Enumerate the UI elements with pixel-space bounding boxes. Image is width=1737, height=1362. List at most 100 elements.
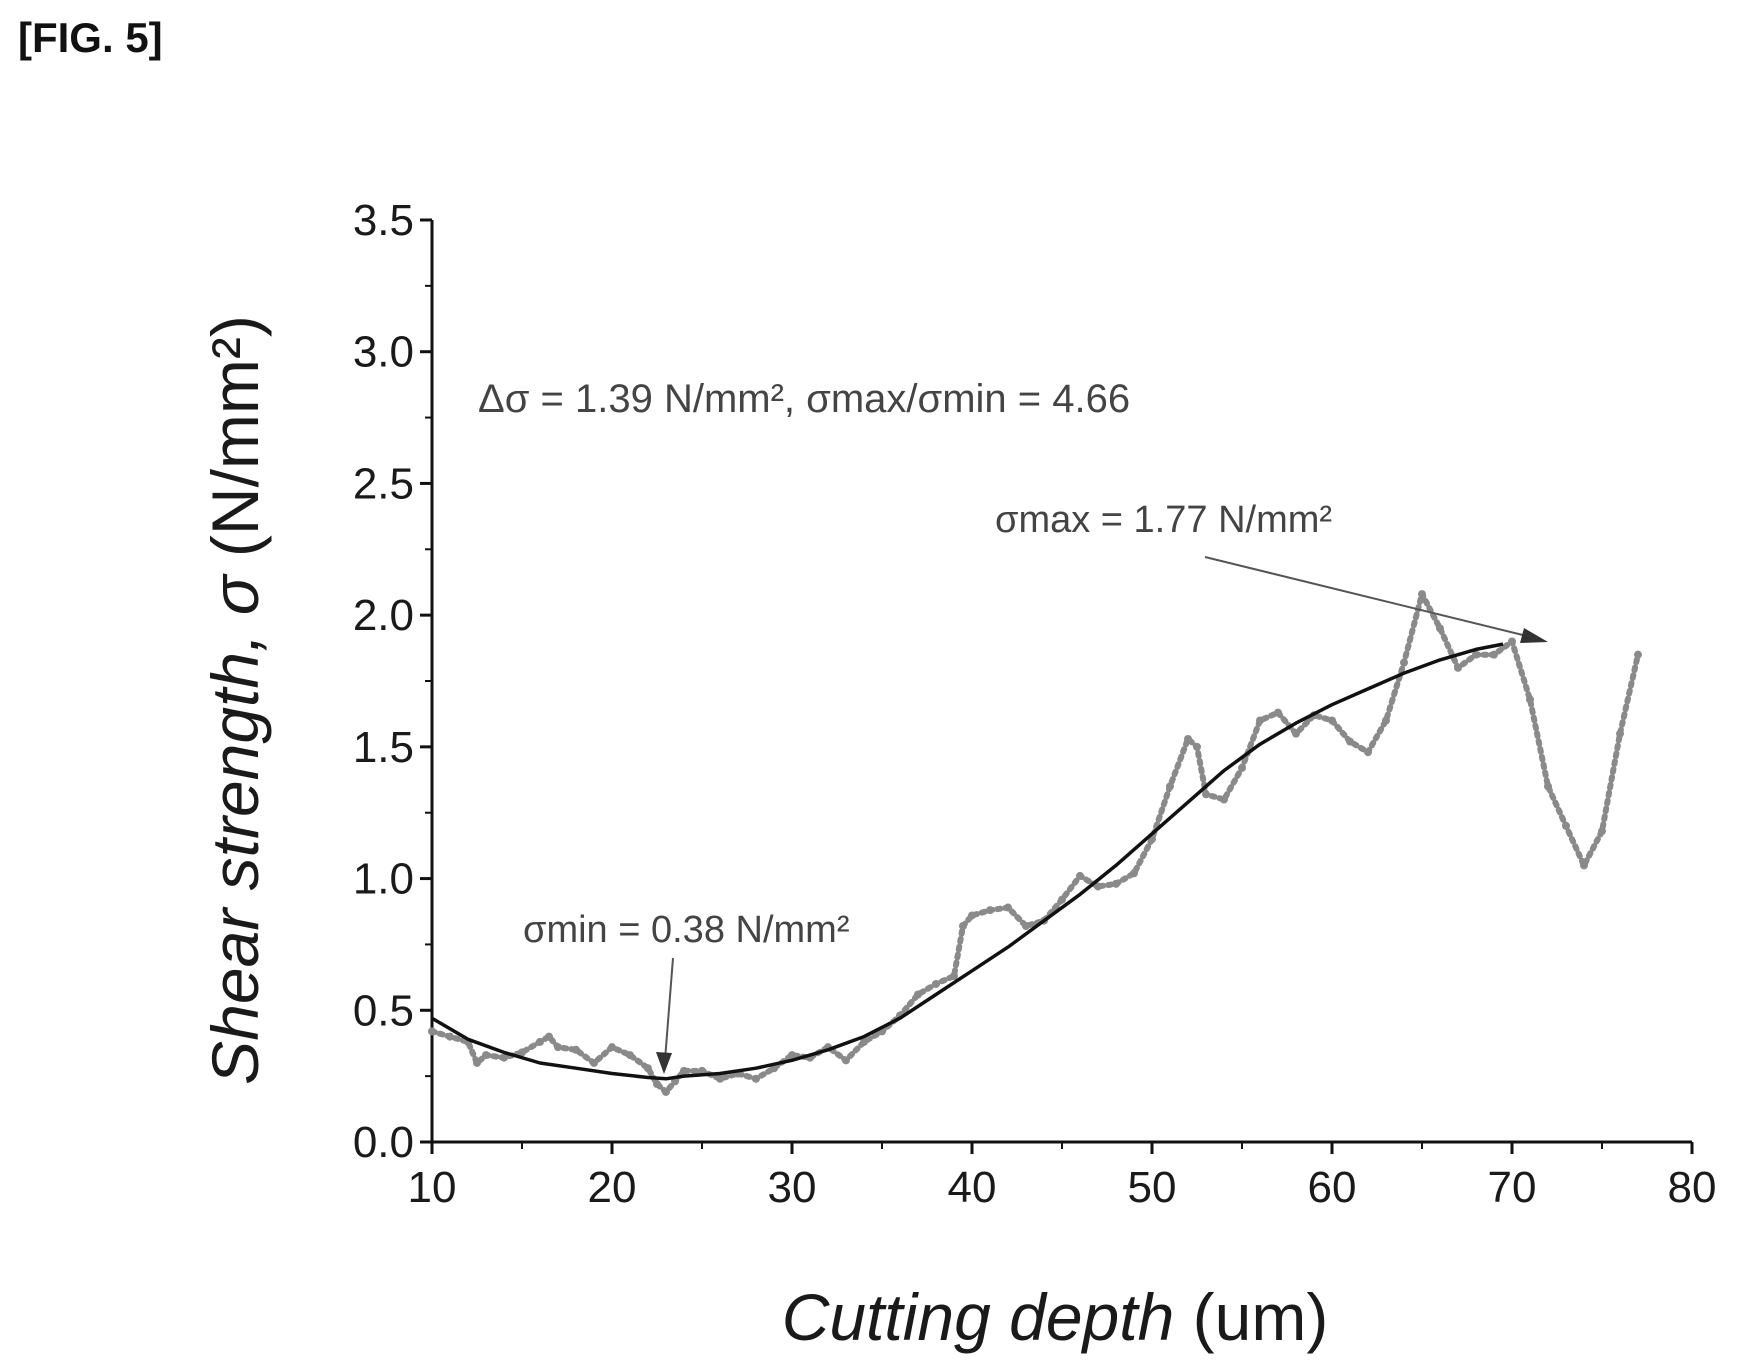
x-tick-label: 70 [1488,1163,1537,1212]
x-tick-label: 10 [408,1163,457,1212]
measured-data-point [1346,737,1354,746]
y-axis-label-unit: (N/mm²) [198,315,272,557]
measured-data-point [1562,821,1570,830]
measured-data-point [545,1032,553,1041]
sigma-min-annotation: σmin = 0.38 N/mm² [523,909,849,951]
measured-data-point [950,972,958,981]
y-tick-label: 3.0 [353,328,414,377]
measured-data-point [500,1053,508,1062]
measured-data-point [1274,708,1282,717]
tick-labels: 10 20 30 40 50 60 70 80 0.0 0.5 1.0 1.5 2.0 2.5 3.0 3.5 [353,196,1717,1212]
x-tick-label: 30 [768,1163,817,1212]
measured-data-point [1508,637,1516,646]
measured-data-point [1544,782,1552,791]
measured-data-point [1193,742,1201,751]
measured-data-point [653,1080,661,1089]
y-tick-label: 0.0 [353,1118,414,1167]
measured-data-point [1238,763,1246,772]
sigma-max-annotation: σmax = 1.77 N/mm² [995,499,1332,541]
measured-data-point [626,1051,634,1060]
measured-data-point [1382,716,1390,725]
measured-data-point [680,1066,688,1075]
y-tick-label: 2.0 [353,591,414,640]
measured-data-point [1400,658,1408,667]
sigma-max-arrow-line [1204,556,1536,639]
fitted-curve-line [431,642,1504,1081]
measured-data-point [1616,729,1624,738]
sigma-min-arrow-line [664,957,674,1061]
measured-data-point [959,921,967,930]
measured-data-point [428,1027,436,1036]
measured-data-point [986,906,994,915]
measured-data-point [1076,871,1084,880]
y-tick-label: 1.0 [353,855,414,904]
annotations [656,556,1548,1074]
y-axis-label-italic: Shear strength, σ [198,573,272,1085]
measured-data-point [482,1051,490,1060]
measured-data-point [968,911,976,920]
measured-data-point [698,1066,706,1075]
measured-data-point [1022,921,1030,930]
x-tick-label: 50 [1128,1163,1177,1212]
sigma-max-arrowhead [1520,628,1548,643]
y-tick-label: 1.5 [353,723,414,772]
x-axis-label-unit: (um) [1193,1280,1329,1354]
tick-marks [420,218,1694,1154]
x-tick-label: 40 [948,1163,997,1212]
measured-data-point [914,990,922,999]
measured-data-point [536,1037,544,1046]
measured-data-point [1328,716,1336,725]
measured-data-point [590,1058,598,1067]
measured-data-point [932,979,940,988]
series-layer [428,590,1642,1096]
x-tick-label: 60 [1308,1163,1357,1212]
y-tick-label: 2.5 [353,459,414,508]
measured-data-point [1094,882,1102,891]
measured-data-point [1418,590,1426,599]
measured-data-point [518,1048,526,1057]
y-tick-label: 3.5 [353,196,414,245]
measured-data-point [572,1045,580,1054]
measured-data-point [1256,716,1264,725]
measured-data-point [788,1051,796,1060]
measured-data-point [473,1058,481,1067]
measured-data-point [1292,729,1300,738]
measured-data-point [1130,869,1138,878]
measured-data-point [1004,903,1012,912]
axes [430,220,1692,1144]
measured-data-point [1490,650,1498,659]
measured-data-point [1112,879,1120,888]
measured-data-point [1598,827,1606,836]
measured-data-point [1454,663,1462,672]
measured-data-point [842,1056,850,1065]
measured-data-point [1220,795,1228,804]
sigma-min-arrowhead [656,1052,672,1074]
x-axis-label-italic: Cutting depth [782,1280,1175,1354]
summary-annotation: Δσ = 1.39 N/mm², σmax/σmin = 4.66 [478,377,1130,421]
measured-data-point [1580,861,1588,870]
measured-data-point [1184,734,1192,743]
measured-data-point [446,1032,454,1041]
measured-data-point [1436,624,1444,633]
measured-data-point [1634,650,1642,659]
measured-data-point [1058,895,1066,904]
measured-data-point [662,1087,670,1096]
measured-data-point [1364,748,1372,757]
x-axis-label: Cutting depth (um) [782,1280,1329,1354]
measured-data-point [860,1037,868,1046]
y-tick-label: 0.5 [353,986,414,1035]
measured-data-point [716,1074,724,1083]
measured-data-point [644,1064,652,1073]
x-tick-label: 20 [588,1163,637,1212]
figure-label: [FIG. 5] [18,14,163,61]
measured-data-point [752,1074,760,1083]
measured-data-point [554,1043,562,1052]
measured-data-point [1202,790,1210,799]
measured-data-point [1526,695,1534,704]
y-axis-label: Shear strength, σ (N/mm²) [198,315,272,1085]
measured-data-point [1472,650,1480,659]
measured-data-point [1166,782,1174,791]
x-tick-label: 80 [1668,1163,1717,1212]
measured-data-point [608,1043,616,1052]
